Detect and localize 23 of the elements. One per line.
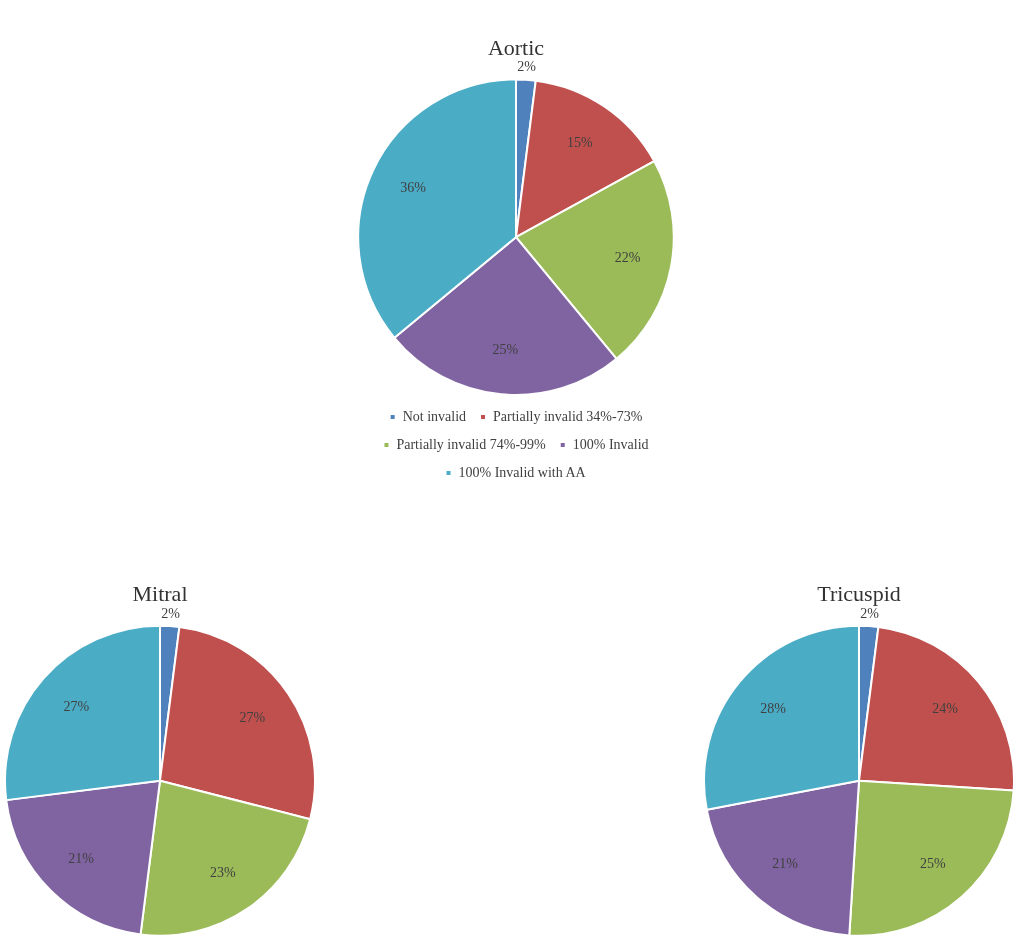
data-label: 24% [932,701,959,717]
legend-label: Not invalid [402,408,467,424]
data-label: 27% [239,709,266,725]
data-label: 23% [209,864,236,880]
legend-label: 100% Invalid [572,436,649,452]
data-label: 2% [517,59,537,75]
data-label: 22% [614,250,641,266]
data-label: 15% [567,134,594,150]
data-label: 2% [161,605,181,621]
legend-label: 100% Invalid with AA [458,464,587,480]
data-label: 25% [492,341,519,357]
data-label: 2% [860,605,880,621]
legend-label: Partially invalid 34%-73% [493,408,643,424]
data-label: 36% [400,180,427,196]
chart-title: Tricuspid [817,580,901,606]
data-label: 27% [63,698,90,714]
legend-label: Partially invalid 74%-99% [396,436,547,452]
data-label: 28% [760,701,787,717]
chart-title: Aortic [487,34,545,60]
data-label: 25% [919,856,946,872]
data-label: 21% [772,856,799,872]
chart-title: Mitral [132,580,188,606]
data-label: 21% [68,851,95,867]
